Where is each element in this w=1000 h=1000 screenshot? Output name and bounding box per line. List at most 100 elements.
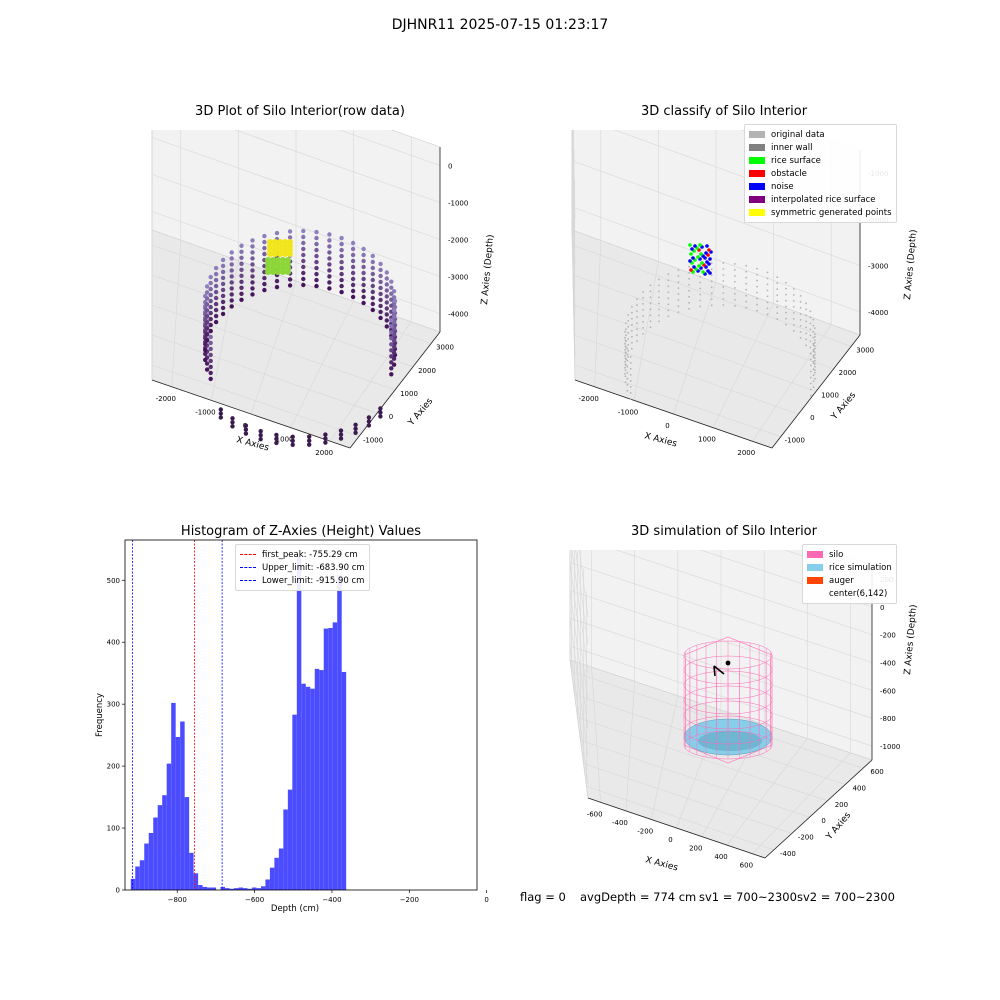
cls-original-point [677, 293, 680, 295]
raw-wall-point [220, 311, 226, 317]
raw-wall-point [220, 281, 226, 287]
legend-swatch [749, 157, 765, 164]
histogram-bar [184, 797, 190, 890]
raw-floor-point [218, 411, 223, 416]
cls-original-point [649, 302, 652, 305]
raw-wall-point [378, 267, 383, 273]
cls-original-point [776, 318, 779, 320]
histogram-bar [292, 714, 297, 890]
cls-original-point [785, 311, 787, 314]
raw-wall-point [262, 251, 267, 257]
cls-original-point [814, 341, 816, 344]
legend-swatch [749, 170, 765, 177]
legend-label: first_peak: -755.29 cm [262, 549, 358, 560]
raw-wall-point [301, 258, 306, 264]
cls-original-point [756, 285, 758, 288]
raw-wall-point [370, 253, 375, 259]
raw-wall-point [229, 256, 234, 261]
raw-wall-point [327, 238, 332, 243]
histogram-y-tick: 200 [107, 763, 120, 771]
raw-wall-point [370, 271, 375, 277]
avg-depth-readout: avgDepth = 774 cm [580, 890, 697, 904]
histogram-x-tick: 0 [484, 896, 488, 904]
cls-classified-point [704, 251, 708, 255]
raw-top-point [282, 251, 288, 257]
histogram-title: Histogram of Z-Axies (Height) Values [180, 524, 422, 539]
raw-wall-point [327, 232, 332, 237]
raw-wall-point [208, 322, 213, 328]
raw-wall-point [391, 314, 397, 319]
sim-y-tick: 600 [870, 768, 883, 776]
silo-ring [683, 670, 773, 700]
raw-wall-point [384, 276, 389, 281]
cls-original-point [792, 312, 795, 314]
raw-wall-point [301, 234, 306, 240]
histogram-y-tick: 400 [107, 639, 120, 647]
cls-original-point [626, 377, 629, 380]
legend-label: original data [771, 129, 825, 140]
cls-original-point [658, 296, 660, 299]
cls-original-point [631, 335, 633, 338]
cls-original-point [805, 302, 807, 305]
legend-swatch [749, 144, 765, 151]
cls-original-point [631, 347, 633, 350]
raw-wall-point [389, 336, 394, 341]
raw-wall-point [339, 253, 344, 259]
cls-original-point [626, 365, 629, 368]
cls-original-point [667, 303, 670, 306]
cls-original-point [809, 364, 812, 367]
raw-floor-point [290, 442, 295, 447]
sim-z-grid [578, 550, 589, 617]
legend-swatch [749, 183, 765, 190]
raw-wall-point [350, 276, 356, 282]
cls-original-point [785, 287, 787, 290]
cls-original-point [785, 293, 787, 296]
raw-wall-point [391, 308, 397, 313]
histogram-bar [296, 556, 302, 890]
raw-wall-point [208, 316, 213, 322]
cls-original-point [745, 288, 748, 291]
raw-wall-point [204, 296, 210, 301]
raw-wall-point [287, 283, 293, 288]
raw-wall-point [370, 307, 375, 313]
cls-original-point [809, 310, 812, 313]
cls-original-point [812, 344, 815, 347]
raw-z-tick: -3000 [448, 274, 468, 282]
cls-original-point [688, 277, 690, 280]
sim-x-tick: -400 [612, 819, 628, 827]
silo-ring [683, 655, 773, 685]
raw-wall-point [350, 270, 356, 276]
histogram-y-tick: 0 [116, 887, 120, 895]
raw-wall-point [208, 274, 213, 280]
cls-original-point [812, 324, 815, 327]
raw-wall-point [213, 307, 219, 313]
raw-wall-point [229, 286, 234, 291]
cls-original-point [667, 315, 670, 318]
silo-cone [683, 744, 773, 764]
cls-original-point [809, 346, 812, 349]
cls-original-point [799, 301, 802, 303]
raw-floor-point [323, 432, 328, 437]
cls-original-point [629, 386, 632, 388]
cls-y-tick: -1000 [785, 437, 805, 445]
raw-wall-point [204, 332, 210, 337]
cls-original-point [722, 304, 725, 306]
legend-label: interpolated rice surface [771, 194, 876, 205]
raw-wall-point [301, 276, 306, 282]
raw-wall-point [339, 289, 344, 295]
cls-original-point [667, 279, 670, 282]
cls-original-point [710, 262, 713, 265]
cls-original-point [658, 314, 660, 317]
cls-original-point [799, 307, 802, 309]
sim-z-grid [569, 646, 589, 785]
cls-original-point [624, 366, 626, 369]
raw-floor-point [274, 436, 279, 442]
raw-wall-point [229, 268, 234, 273]
sim-z-tick: -1000 [880, 743, 900, 751]
raw-wall-point [327, 280, 332, 285]
raw-top-point [287, 251, 293, 257]
raw-floor-point [230, 424, 235, 429]
cls-original-point [658, 278, 660, 281]
simulation-legend-item: rice simulation [807, 561, 892, 574]
sim-z-tick: 0 [880, 604, 884, 612]
